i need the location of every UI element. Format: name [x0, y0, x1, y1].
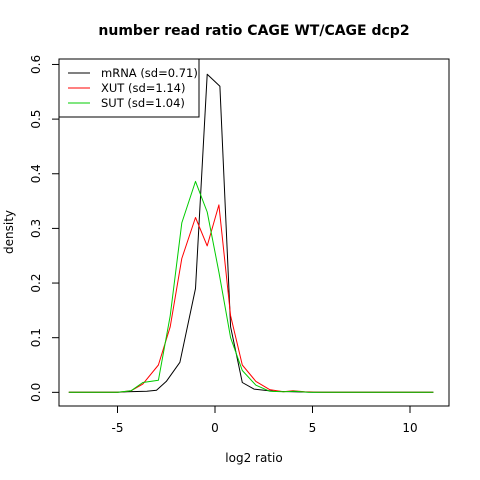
- y-tick-label: 0.6: [29, 55, 43, 74]
- x-tick-label: -5: [112, 421, 124, 435]
- legend-label: XUT (sd=1.14): [101, 81, 185, 95]
- series-line-1: [68, 204, 434, 393]
- y-tick-label: 0.5: [29, 110, 43, 129]
- y-tick-label: 0.0: [29, 383, 43, 402]
- y-tick-label: 0.2: [29, 274, 43, 293]
- x-axis: -5 0 5 10: [112, 405, 418, 435]
- legend: mRNA (sd=0.71)XUT (sd=1.14)SUT (sd=1.04): [58, 58, 200, 118]
- y-axis: 0.0 0.1 0.2 0.3 0.4 0.5 0.6: [29, 55, 60, 402]
- series-lines: [68, 73, 434, 393]
- x-tick-label: 0: [211, 421, 219, 435]
- series-line-0: [68, 73, 434, 393]
- y-tick-label: 0.4: [29, 164, 43, 183]
- y-tick-label: 0.1: [29, 328, 43, 347]
- y-tick-label: 0.3: [29, 219, 43, 238]
- x-tick-label: 5: [309, 421, 317, 435]
- y-axis-label: density: [2, 210, 16, 254]
- legend-label: SUT (sd=1.04): [101, 96, 185, 110]
- legend-label: mRNA (sd=0.71): [101, 66, 198, 80]
- x-axis-label: log2 ratio: [225, 451, 282, 465]
- x-tick-label: 10: [402, 421, 417, 435]
- chart-title: number read ratio CAGE WT/CAGE dcp2: [98, 23, 409, 39]
- series-line-2: [68, 180, 434, 393]
